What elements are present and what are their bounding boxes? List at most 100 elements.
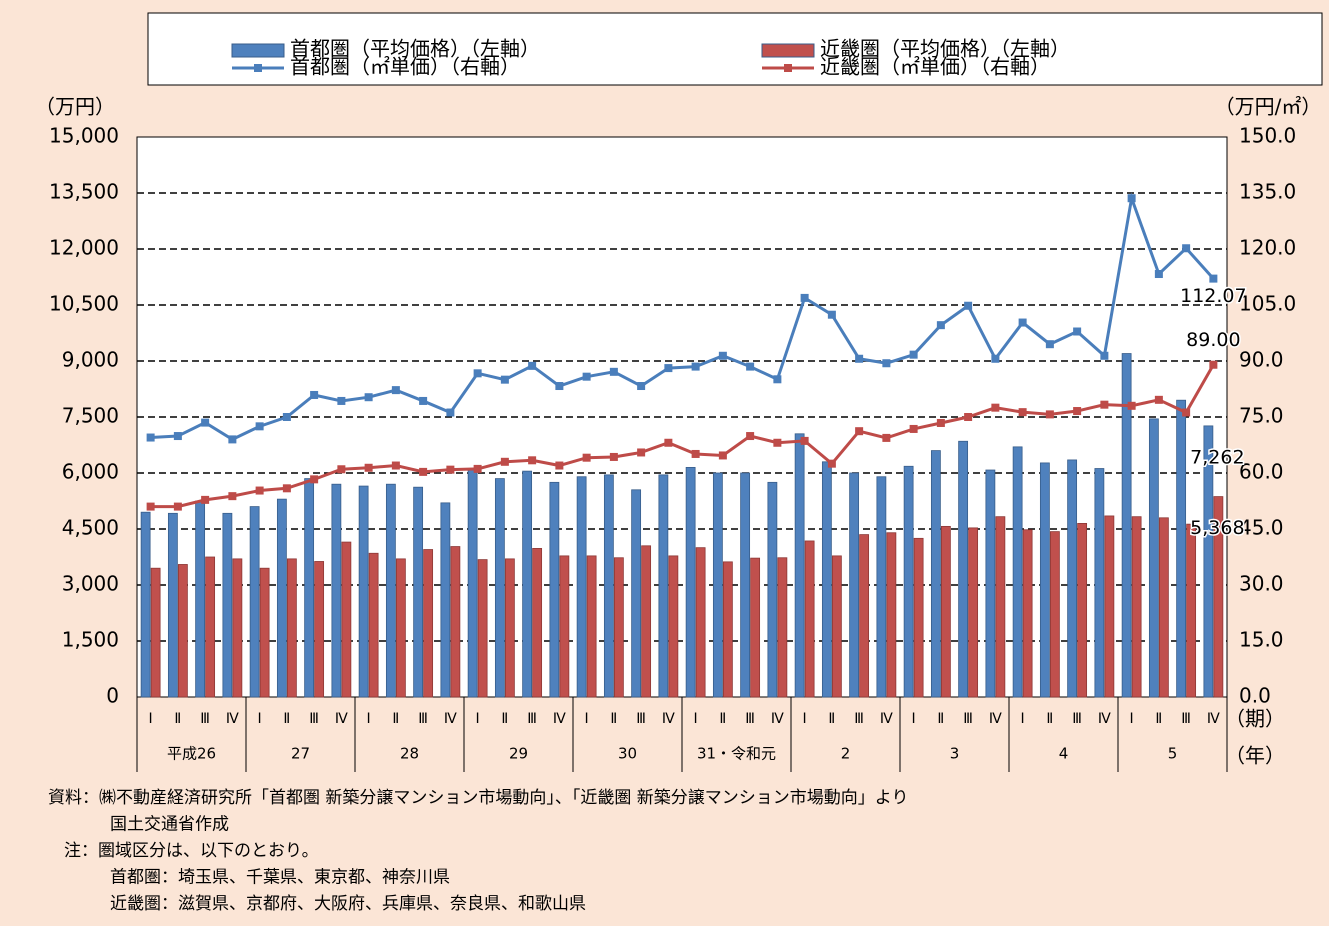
y2-tick-label: 15.0: [1239, 628, 1284, 652]
y-tick-label: 13,500: [49, 180, 119, 204]
marker: [201, 495, 210, 504]
x-tick-label: Ⅳ: [335, 711, 348, 727]
x-tick-label: Ⅱ: [828, 711, 835, 727]
y2-tick-label: 0.0: [1239, 684, 1271, 708]
bar: [413, 486, 424, 698]
x-tick-label: Ⅳ: [662, 711, 675, 727]
bar: [395, 558, 406, 698]
bar: [985, 469, 996, 698]
bar: [958, 440, 969, 698]
marker: [637, 448, 646, 457]
marker: [827, 459, 836, 468]
marker: [882, 359, 891, 368]
marker: [1018, 408, 1027, 417]
y-tick-label: 7,500: [62, 404, 119, 428]
x-tick-label: Ⅲ: [200, 711, 210, 727]
bar: [1186, 523, 1197, 698]
bar: [195, 500, 206, 698]
bar: [423, 549, 434, 698]
bar: [368, 552, 379, 698]
marker: [364, 463, 373, 472]
marker: [664, 364, 673, 373]
bar: [549, 481, 560, 698]
bar: [821, 461, 832, 698]
x-tick-label: Ⅰ: [258, 711, 262, 727]
x-tick-label: Ⅰ: [803, 711, 807, 727]
marker: [991, 354, 1000, 363]
marker: [419, 396, 428, 405]
marker: [391, 461, 400, 470]
x-tick-label: Ⅰ: [1130, 711, 1134, 727]
x-tick-label: Ⅲ: [963, 711, 973, 727]
marker: [310, 390, 319, 399]
marker: [827, 310, 836, 319]
marker: [964, 413, 973, 421]
marker: [1209, 274, 1218, 283]
bar: [167, 512, 178, 698]
x-tick-label: Ⅳ: [1207, 711, 1220, 727]
marker: [500, 457, 509, 466]
x-tick-label: Ⅱ: [283, 711, 290, 727]
bar: [249, 506, 260, 698]
marker: [691, 362, 700, 371]
bar: [586, 555, 597, 698]
x-tick-label: Ⅳ: [880, 711, 893, 727]
bar: [259, 567, 270, 698]
group-label: 28: [400, 745, 419, 763]
x-tick-label: Ⅲ: [418, 711, 428, 727]
x-tick-label: Ⅳ: [553, 711, 566, 727]
group-label: 5: [1168, 745, 1178, 763]
note: 資料：㈱不動産経済研究所「首都圏 新築分譲マンション市場動向」、「近畿圏 新築分…: [48, 788, 908, 808]
x-tick-label: Ⅱ: [937, 711, 944, 727]
line: [150, 192, 1215, 442]
bar: [494, 478, 505, 698]
bar: [385, 483, 396, 698]
bar: [613, 557, 624, 698]
y-axis-title: （万円）: [35, 95, 115, 119]
bar: [140, 511, 151, 698]
marker: [882, 433, 891, 442]
note: 国土交通省作成: [110, 815, 229, 835]
marker: [718, 451, 727, 460]
x-tick-label: Ⅲ: [1072, 711, 1082, 727]
marker: [936, 418, 945, 427]
group-label: 31・令和元: [697, 745, 776, 763]
marker: [1154, 395, 1163, 404]
y2-axis-title: （万円/㎡）: [1215, 95, 1322, 119]
x-tick-label: Ⅱ: [501, 711, 508, 727]
legend-marker: [784, 64, 792, 72]
bar: [232, 558, 243, 698]
legend-marker: [254, 64, 262, 72]
legend-label: 首都圏（平均価格）（左軸）: [290, 37, 540, 61]
y-tick-label: 1,500: [62, 628, 119, 652]
marker: [255, 486, 264, 495]
data-label: 89.00: [1186, 329, 1240, 351]
bar: [1148, 418, 1159, 698]
marker: [173, 502, 182, 511]
x-tick-label: Ⅱ: [1046, 711, 1053, 727]
legend-swatch: [231, 43, 285, 58]
x-tick-label: Ⅲ: [1181, 711, 1191, 727]
group-label: 平成26: [167, 745, 216, 763]
marker: [1182, 244, 1191, 253]
bar: [903, 465, 914, 698]
group-label: 4: [1059, 745, 1069, 763]
marker: [1018, 318, 1027, 327]
marker: [746, 432, 755, 441]
y2-tick-label: 90.0: [1239, 348, 1284, 372]
bar: [177, 564, 188, 698]
x-tick-label: Ⅲ: [745, 711, 755, 727]
marker: [855, 427, 864, 436]
x-tick-label: Ⅱ: [1155, 711, 1162, 727]
y2-tick-label: 135.0: [1239, 180, 1296, 204]
note: 首都圏：埼玉県、千葉県、東京都、神奈川県: [110, 868, 450, 888]
marker: [800, 293, 809, 302]
bar: [722, 561, 733, 698]
bar: [1067, 459, 1078, 698]
bar: [685, 466, 696, 698]
y2-tick-label: 105.0: [1239, 292, 1296, 316]
bar: [995, 516, 1006, 698]
marker: [609, 452, 618, 461]
bar: [222, 512, 233, 698]
bar: [522, 470, 533, 698]
